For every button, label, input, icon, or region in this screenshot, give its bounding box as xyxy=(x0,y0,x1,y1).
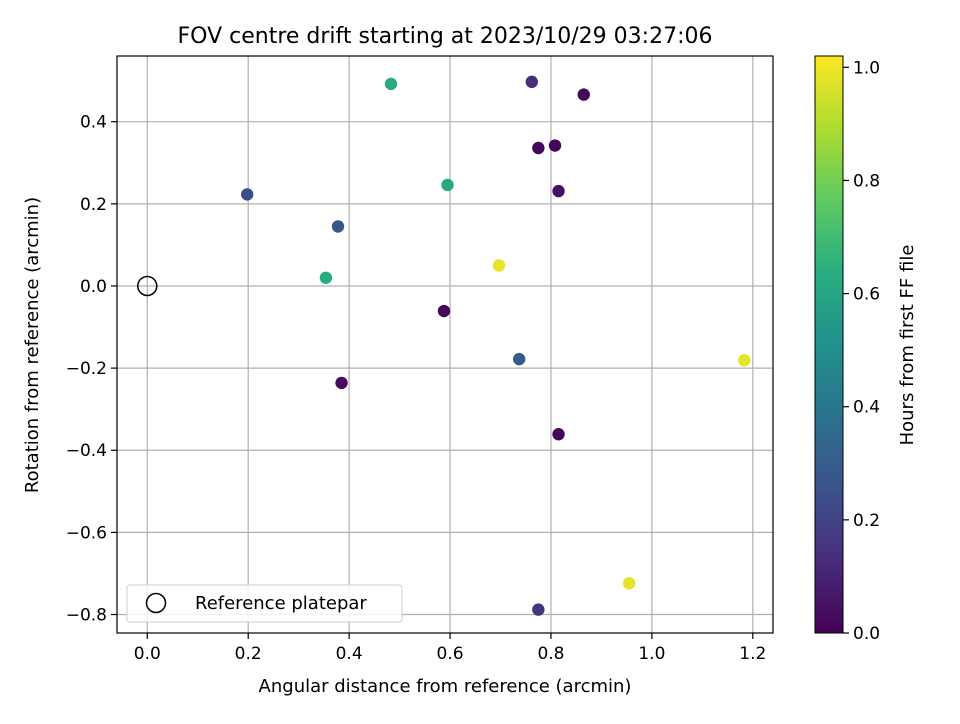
scatter-point xyxy=(552,184,565,198)
y-tick-label: −0.4 xyxy=(66,441,107,461)
scatter-point xyxy=(512,352,526,366)
plot-area-frame xyxy=(116,55,774,634)
y-tick-label: 0.4 xyxy=(80,113,107,133)
scatter-point xyxy=(525,75,538,89)
colorbar-ticks: 0.0 0.2 0.4 0.6 0.8 1.0 xyxy=(843,58,880,644)
scatter-point xyxy=(331,220,345,233)
y-tick-label: −0.2 xyxy=(66,359,107,379)
x-axis-ticks: 0.0 0.2 0.4 0.6 0.8 1.0 1.2 xyxy=(134,633,766,664)
colorbar-tick-label: 0.6 xyxy=(853,285,880,305)
data-points xyxy=(137,75,751,616)
scatter-point xyxy=(441,178,454,192)
legend-label: Reference platepar xyxy=(195,593,367,614)
reference-platepar-point xyxy=(137,275,158,297)
colorbar-label: Hours from first FF file xyxy=(897,245,918,446)
legend: Reference platepar xyxy=(126,584,403,623)
colorbar-tick-label: 0.2 xyxy=(853,511,880,531)
x-tick-label: 0.6 xyxy=(437,644,464,664)
legend-marker xyxy=(145,592,167,614)
x-tick-label: 0.4 xyxy=(336,644,363,664)
scatter-point xyxy=(548,139,562,152)
scatter-point xyxy=(552,428,565,441)
scatter-point xyxy=(335,376,348,390)
colorbar-tick-label: 0.0 xyxy=(853,624,880,644)
colorbar-tick-label: 1.0 xyxy=(853,58,880,78)
y-tick-label: 0.2 xyxy=(80,195,107,215)
x-tick-label: 0.8 xyxy=(537,644,564,664)
scatter-point xyxy=(437,304,451,318)
scatter-point xyxy=(240,188,254,201)
y-tick-label: −0.8 xyxy=(66,606,107,626)
scatter-point xyxy=(384,77,398,91)
colorbar-gradient xyxy=(814,55,844,634)
scatter-point xyxy=(492,259,506,272)
x-tick-label: 1.0 xyxy=(638,644,665,664)
x-axis-label: Angular distance from reference (arcmin) xyxy=(259,676,632,697)
x-tick-label: 0.2 xyxy=(235,644,262,664)
scatter-point xyxy=(622,577,636,590)
legend-box xyxy=(126,584,403,623)
y-axis-label: Rotation from reference (arcmin) xyxy=(22,197,43,493)
scatter-point xyxy=(532,141,545,155)
scatter-point xyxy=(738,354,751,367)
colorbar: 0.0 0.2 0.4 0.6 0.8 1.0 Hours from first FF f… xyxy=(814,55,918,644)
scatter-point xyxy=(577,88,590,101)
grid-lines xyxy=(117,56,773,633)
scatter-point xyxy=(532,603,545,616)
colorbar-tick-label: 0.8 xyxy=(853,171,880,191)
y-tick-label: −0.6 xyxy=(66,523,107,543)
scatter-point xyxy=(319,271,333,284)
x-tick-label: 1.2 xyxy=(739,644,766,664)
y-tick-label: 0.0 xyxy=(80,277,107,297)
colorbar-tick-label: 0.4 xyxy=(853,398,880,418)
x-tick-label: 0.0 xyxy=(134,644,161,664)
chart-title: FOV centre drift starting at 2023/10/29 … xyxy=(178,24,713,49)
y-axis-ticks: 0.4 0.2 0.0 −0.2 −0.4 −0.6 −0.8 xyxy=(66,113,117,626)
